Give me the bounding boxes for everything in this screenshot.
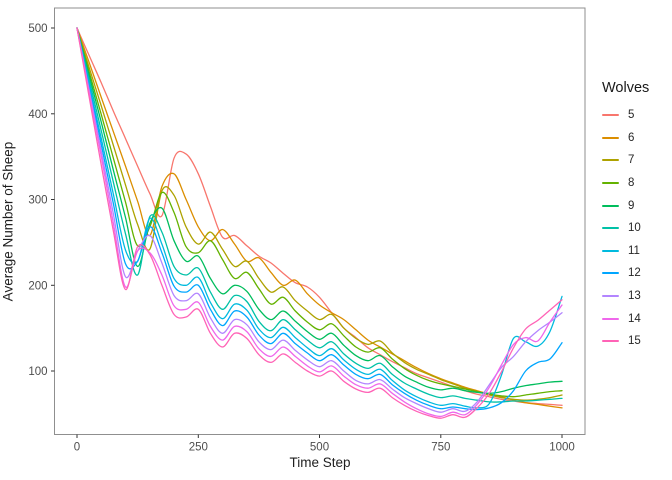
- legend-line-swatch: [602, 114, 619, 117]
- legend-line-swatch: [602, 136, 619, 139]
- legend-item-15: 15: [602, 330, 649, 353]
- x-tick-label: 750: [431, 442, 450, 454]
- x-axis-ticks: 0 250 500 750 1000: [74, 434, 575, 454]
- series-line-7: [76, 27, 563, 401]
- legend-line-swatch: [602, 340, 619, 343]
- legend-label: 5: [628, 109, 635, 122]
- legend-item-7: 7: [602, 149, 649, 172]
- legend-label: 13: [628, 290, 641, 303]
- x-tick-label: 500: [310, 442, 329, 454]
- legend-line-swatch: [602, 295, 619, 298]
- x-tick-label: 250: [189, 442, 208, 454]
- legend-label: 9: [628, 199, 635, 212]
- series-line-9: [76, 27, 563, 394]
- legend-items: 5 6 7 8 9 10 11 12 13 14 15: [602, 104, 649, 353]
- legend-item-8: 8: [602, 172, 649, 195]
- legend-item-9: 9: [602, 194, 649, 217]
- legend-item-13: 13: [602, 285, 649, 308]
- legend-item-12: 12: [602, 262, 649, 285]
- series-line-8: [76, 27, 563, 398]
- y-tick-label: 100: [28, 366, 47, 378]
- series-line-12: [76, 27, 563, 411]
- legend: Wolves 5 6 7 8 9 10 11 12 13 14 15: [602, 80, 649, 353]
- series-line-10: [76, 27, 563, 403]
- legend-line-swatch: [602, 249, 619, 252]
- y-tick-label: 200: [28, 280, 47, 292]
- legend-title: Wolves: [602, 80, 650, 96]
- panel-border: [54, 7, 586, 435]
- y-tick-label: 400: [28, 109, 47, 121]
- legend-label: 11: [628, 244, 640, 257]
- y-axis-title: Average Number of Sheep: [0, 141, 16, 302]
- legend-label: 7: [628, 154, 635, 167]
- legend-item-6: 6: [602, 127, 649, 150]
- legend-line-swatch: [602, 317, 619, 320]
- legend-label: 14: [628, 312, 641, 325]
- legend-line-swatch: [602, 272, 619, 275]
- x-tick-label: 1000: [549, 442, 575, 454]
- legend-line-swatch: [602, 159, 619, 162]
- series-line-15: [76, 27, 563, 419]
- legend-label: 10: [628, 222, 641, 235]
- legend-line-swatch: [602, 182, 619, 185]
- series-line-14: [76, 27, 563, 418]
- legend-item-10: 10: [602, 217, 649, 240]
- legend-item-5: 5: [602, 104, 649, 127]
- y-tick-label: 300: [28, 195, 47, 207]
- x-tick-label: 0: [74, 442, 80, 454]
- series-lines: [76, 27, 563, 419]
- series-line-11: [76, 27, 563, 409]
- legend-label: 15: [628, 335, 641, 348]
- legend-line-swatch: [602, 227, 619, 230]
- legend-line-swatch: [602, 204, 619, 207]
- legend-item-14: 14: [602, 307, 649, 330]
- y-axis-ticks: 100 200 300 400 500: [28, 23, 55, 378]
- legend-label: 8: [628, 177, 635, 190]
- series-line-13: [76, 27, 563, 413]
- x-axis-title: Time Step: [289, 455, 351, 470]
- legend-label: 6: [628, 131, 635, 144]
- y-tick-label: 500: [28, 23, 47, 35]
- legend-label: 12: [628, 267, 641, 280]
- series-line-5: [76, 27, 563, 406]
- legend-item-11: 11: [602, 240, 649, 263]
